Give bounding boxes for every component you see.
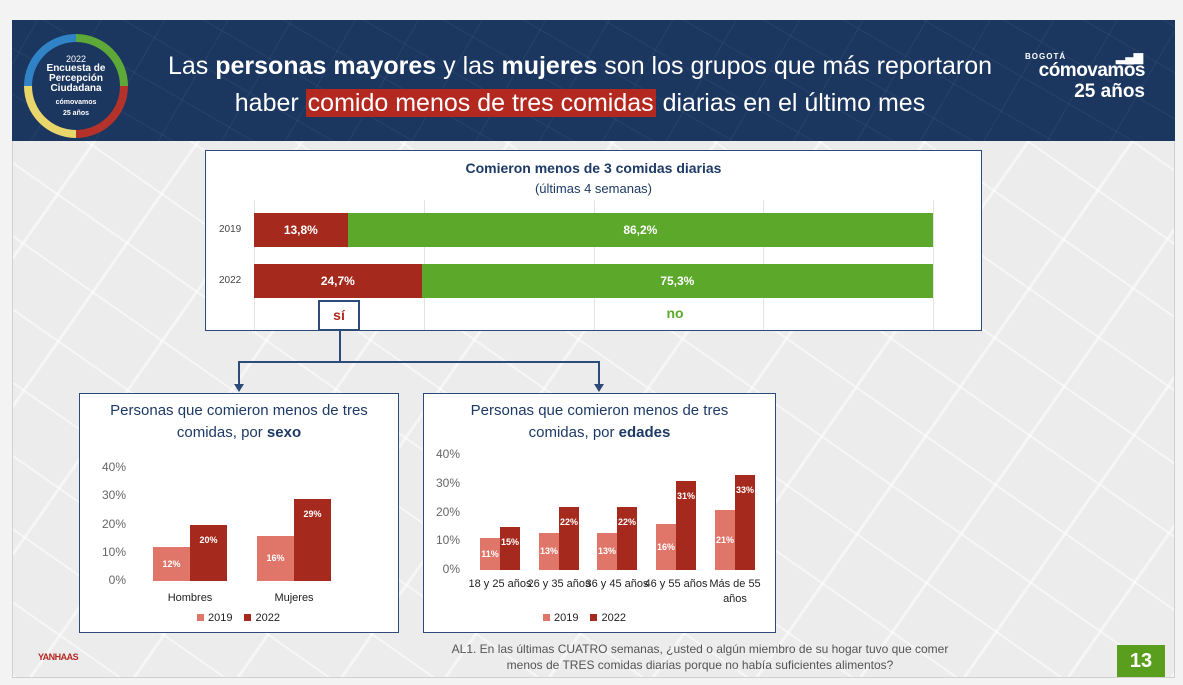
legend-item: 2022 bbox=[590, 612, 626, 624]
legend-item: 2022 bbox=[244, 612, 280, 624]
legend-yes: sí bbox=[318, 300, 360, 331]
bar-no-2022: 75,3% bbox=[421, 264, 933, 298]
logo-brand: cómovamos bbox=[1038, 60, 1146, 81]
x-category-label: Más de 55 años bbox=[709, 578, 761, 605]
title-text: son los grupos que más reportaron bbox=[597, 52, 993, 80]
signal-bars-icon: ▂▄▆ bbox=[1116, 50, 1143, 64]
header-banner bbox=[12, 20, 1175, 141]
legend-label: 2022 bbox=[601, 612, 626, 624]
legend: 2019 2022 bbox=[197, 612, 280, 624]
x-category-label: 46 y 55 años bbox=[644, 578, 708, 590]
badge-line2: Percepción bbox=[49, 73, 103, 84]
category-label: 2019 bbox=[219, 224, 242, 235]
bar-2019: 13% bbox=[539, 532, 559, 570]
sex-chart-box: Personas que comieron menos de tres comi… bbox=[79, 393, 399, 633]
bar-2022: 31% bbox=[676, 480, 696, 570]
logo-city: BOGOTÁ bbox=[1025, 52, 1067, 61]
legend-swatch bbox=[543, 614, 550, 621]
bar-2019: 12% bbox=[153, 547, 190, 581]
badge-year: 2022 bbox=[65, 54, 87, 64]
chart-title: Personas que comieron menos de tres comi… bbox=[424, 400, 775, 444]
y-tick-label: 0% bbox=[108, 573, 126, 587]
x-category-label: 18 y 25 años bbox=[468, 578, 532, 590]
bar-2019: 21% bbox=[715, 509, 735, 570]
title-text: Las bbox=[167, 52, 216, 80]
badge-years: 25 años bbox=[62, 110, 90, 117]
legend-item: 2019 bbox=[543, 612, 578, 624]
y-tick-label: 40% bbox=[435, 447, 460, 461]
y-tick-label: 20% bbox=[435, 504, 460, 519]
yanhaas-logo: YANHAAS bbox=[38, 652, 79, 662]
survey-badge-logo: 2022 Encuesta de Percepción Ciudadana có… bbox=[24, 34, 128, 138]
connector-line bbox=[339, 331, 341, 362]
x-category-label: Mujeres bbox=[274, 592, 314, 604]
chart-title: Personas que comieron menos de tres comi… bbox=[80, 400, 398, 444]
x-category-label: 26 y 35 años bbox=[527, 578, 591, 590]
legend-swatch bbox=[590, 614, 598, 621]
title-line1: Las personas mayores y las mujeres son l… bbox=[140, 48, 1020, 85]
survey-question: AL1. En las últimas CUATRO semanas, ¿ust… bbox=[451, 642, 949, 672]
gridline bbox=[933, 200, 934, 330]
title-bold: edades bbox=[618, 424, 671, 441]
bar-2019: 16% bbox=[656, 524, 676, 570]
connector-line bbox=[238, 361, 240, 385]
bar-2022: 22% bbox=[559, 506, 579, 570]
legend: 2019 2022 bbox=[543, 612, 626, 624]
bar-2022: 20% bbox=[190, 524, 227, 581]
page-number: 13 bbox=[1117, 645, 1165, 677]
title-text: haber bbox=[234, 89, 306, 117]
title-highlight: comido menos de tres comidas bbox=[305, 89, 656, 117]
arrow-down-icon bbox=[234, 384, 244, 392]
category-label: 2022 bbox=[219, 275, 242, 286]
legend-no: no bbox=[666, 305, 684, 321]
y-tick-label: 30% bbox=[101, 488, 126, 503]
x-category-label: 36 y 45 años bbox=[585, 578, 649, 590]
y-tick-label: 0% bbox=[442, 562, 460, 576]
chart-subtitle: (últimas 4 semanas) bbox=[534, 181, 653, 196]
y-tick-label: 10% bbox=[435, 533, 460, 548]
title-text: diarias en el último mes bbox=[655, 89, 926, 117]
y-tick-label: 30% bbox=[435, 475, 460, 490]
bar-sí-2022: 24,7% bbox=[254, 264, 422, 298]
title-text: Personas que comieron menos de tres comi… bbox=[110, 402, 368, 441]
legend-swatch bbox=[197, 614, 204, 621]
bar-2022: 15% bbox=[500, 526, 520, 570]
legend-label: 2019 bbox=[208, 612, 233, 624]
chart-title: Comieron menos de 3 comidas diarias bbox=[465, 160, 722, 176]
title-bold: personas mayores bbox=[215, 52, 437, 80]
legend-label: 2019 bbox=[554, 612, 579, 624]
y-tick-label: 20% bbox=[101, 516, 126, 531]
badge-line3: Ciudadana bbox=[50, 83, 102, 94]
bar-2022: 33% bbox=[735, 475, 755, 570]
bar-2022: 29% bbox=[294, 499, 331, 581]
title-bold: sexo bbox=[266, 424, 302, 441]
title-bold: mujeres bbox=[501, 52, 598, 80]
bar-sí-2019: 13,8% bbox=[254, 213, 348, 247]
y-tick-label: 40% bbox=[101, 460, 126, 474]
connector-line bbox=[238, 361, 600, 363]
comovamos-logo: BOGOTÁ ▂▄▆ cómovamos 25 años bbox=[1025, 50, 1146, 103]
badge-line1: Encuesta de bbox=[46, 63, 106, 74]
bar-2019: 11% bbox=[480, 538, 500, 570]
x-category-label: Hombres bbox=[167, 592, 213, 604]
bar-2019: 13% bbox=[597, 532, 617, 570]
y-tick-label: 10% bbox=[101, 544, 126, 559]
logo-years: 25 años bbox=[1074, 81, 1145, 102]
page-title: Las personas mayores y las mujeres son l… bbox=[140, 48, 1020, 122]
legend-swatch bbox=[244, 614, 252, 621]
bar-2022: 22% bbox=[617, 506, 637, 570]
bar-2019: 16% bbox=[257, 535, 294, 581]
title-line2: haber comido menos de tres comidas diari… bbox=[140, 85, 1020, 122]
title-text: Personas que comieron menos de tres comi… bbox=[470, 402, 729, 441]
arrow-down-icon bbox=[594, 384, 604, 392]
title-text: y las bbox=[436, 52, 502, 80]
legend-label: 2022 bbox=[255, 612, 280, 624]
connector-line bbox=[598, 361, 600, 385]
badge-brand: cómovamos bbox=[55, 99, 97, 106]
legend-item: 2019 bbox=[197, 612, 232, 624]
bar-no-2019: 86,2% bbox=[347, 213, 933, 247]
